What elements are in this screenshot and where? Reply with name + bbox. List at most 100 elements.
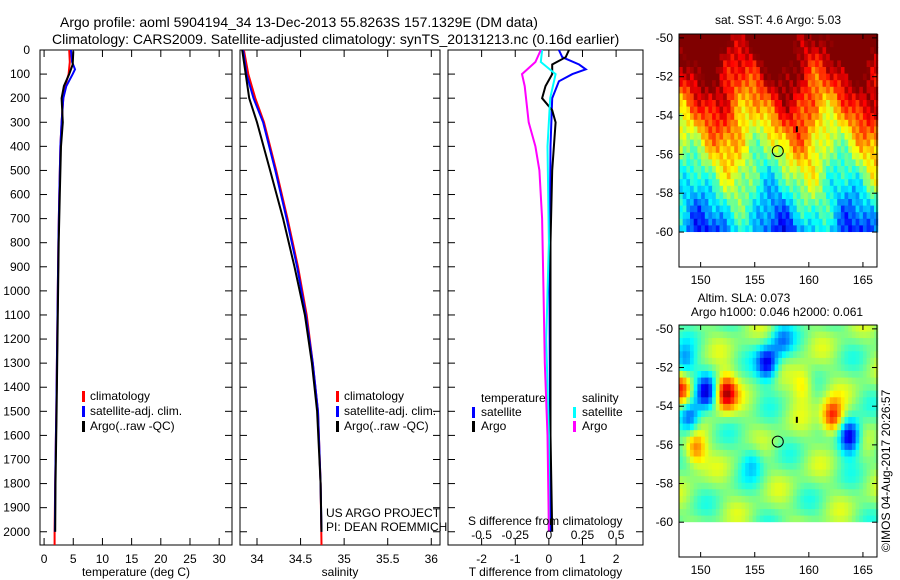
heatmap-cell <box>737 192 743 200</box>
heatmap-cell <box>818 515 823 523</box>
heatmap-cell <box>701 364 706 372</box>
heatmap-cell <box>726 502 731 510</box>
heatmap-cell <box>756 113 761 121</box>
heatmap-cell <box>870 469 875 477</box>
heatmap-cell <box>682 80 687 88</box>
heatmap-cell <box>767 126 772 134</box>
heatmap-cell <box>697 159 702 167</box>
heatmap-cell <box>712 397 717 405</box>
series-line-temperature-argo <box>540 49 570 532</box>
heatmap-cell <box>686 86 691 94</box>
heatmap-cell <box>741 515 746 523</box>
heatmap-cell <box>851 192 857 200</box>
heatmap-cell <box>833 106 838 114</box>
legend-swatch <box>336 406 339 417</box>
heatmap-cell <box>737 172 743 180</box>
heatmap-cell <box>870 410 875 418</box>
heatmap-cell <box>840 443 846 451</box>
heatmap-cell <box>745 100 750 108</box>
heatmap-cell <box>874 106 879 114</box>
heatmap-cell <box>859 73 864 81</box>
heatmap-cell <box>723 495 728 503</box>
heatmap-cell <box>815 502 820 510</box>
heatmap-cell <box>848 417 853 425</box>
heatmap-cell <box>701 377 706 385</box>
heatmap-cell <box>855 430 860 438</box>
heatmap-cell <box>782 463 787 471</box>
heatmap-cell <box>756 93 761 101</box>
heatmap-cell <box>811 86 816 94</box>
heatmap-cell <box>859 436 864 444</box>
heatmap-cell <box>723 100 728 108</box>
heatmap-cell <box>745 469 750 477</box>
heatmap-cell <box>734 338 739 346</box>
heatmap-cell <box>748 60 754 68</box>
heatmap-cell <box>730 502 735 510</box>
heatmap-cell <box>693 53 698 61</box>
heatmap-cell <box>701 397 706 405</box>
heatmap-cell <box>793 495 798 503</box>
heatmap-cell <box>874 152 879 160</box>
heatmap-cell <box>741 40 746 48</box>
heatmap-cell <box>774 417 779 425</box>
heatmap-cell <box>859 351 864 359</box>
heatmap-cell <box>862 159 868 167</box>
heatmap-cell <box>697 93 702 101</box>
heatmap-cell <box>741 423 746 431</box>
heatmap-cell <box>866 364 871 372</box>
heatmap-cell <box>723 126 728 134</box>
heatmap-cell <box>793 430 798 438</box>
heatmap-cell <box>829 515 834 523</box>
heatmap-cell <box>712 212 717 220</box>
no-data-area <box>679 232 877 267</box>
heatmap-cell <box>833 344 838 352</box>
heatmap-cell <box>862 344 868 352</box>
heatmap-cell <box>715 351 720 359</box>
heatmap-cell <box>815 100 820 108</box>
heatmap-cell <box>767 430 772 438</box>
heatmap-cell <box>679 100 684 108</box>
heatmap-cell <box>745 384 750 392</box>
heatmap-cell <box>767 410 772 418</box>
heatmap-cell <box>778 225 783 233</box>
heatmap-cell <box>704 377 709 385</box>
heatmap-cell <box>782 100 787 108</box>
heatmap-cell <box>756 489 761 497</box>
heatmap-cell <box>848 397 853 405</box>
heatmap-cell <box>829 449 834 457</box>
heatmap-cell <box>866 67 871 75</box>
heatmap-cell <box>874 60 879 68</box>
heatmap-cell <box>815 40 820 48</box>
heatmap-cell <box>741 146 746 154</box>
heatmap-cell <box>771 47 776 55</box>
heatmap-cell <box>748 218 754 226</box>
heatmap-cell <box>822 371 827 379</box>
heatmap-cell <box>723 482 728 490</box>
heatmap-cell <box>782 93 787 101</box>
heatmap-cell <box>844 126 849 134</box>
heatmap-cell <box>686 166 691 174</box>
heatmap-cell <box>837 390 842 398</box>
heatmap-cell <box>789 80 794 88</box>
heatmap-cell <box>840 106 846 114</box>
heatmap-cell <box>719 93 724 101</box>
heatmap-cell <box>737 377 743 385</box>
heatmap-cell <box>715 430 720 438</box>
heatmap-cell <box>826 430 831 438</box>
heatmap-cell <box>693 403 698 411</box>
heatmap-cell <box>844 436 849 444</box>
heatmap-cell <box>767 133 772 141</box>
heatmap-cell <box>686 212 691 220</box>
heatmap-cell <box>778 515 783 523</box>
heatmap-cell <box>804 364 809 372</box>
heatmap-cell <box>800 377 805 385</box>
heatmap-cell <box>726 436 731 444</box>
heatmap-cell <box>785 53 790 61</box>
heatmap-cell <box>848 351 853 359</box>
heatmap-cell <box>712 476 717 484</box>
heatmap-cell <box>793 86 798 94</box>
heatmap-cell <box>759 482 765 490</box>
heatmap-cell <box>793 436 798 444</box>
heatmap-cell <box>833 325 838 333</box>
heatmap-cell <box>855 152 860 160</box>
